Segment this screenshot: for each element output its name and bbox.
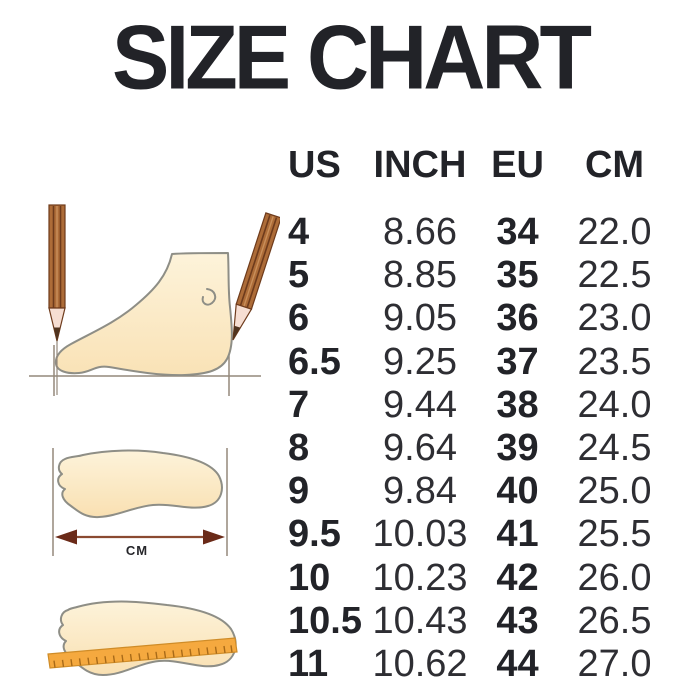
cm-size-cell: 24.0 bbox=[577, 383, 652, 426]
size-table-row: 10.5 10.43 43 26.5 bbox=[288, 600, 664, 643]
foot-side-with-pencils-illustration bbox=[29, 204, 280, 396]
footprint-length-arrow-illustration: CM bbox=[52, 448, 228, 558]
us-size-cell: 6.5 bbox=[288, 340, 341, 383]
cm-size-cell: 26.5 bbox=[577, 599, 652, 642]
size-table-header: US INCH EU CM bbox=[288, 140, 664, 211]
size-table-row: 6.5 9.25 37 23.5 bbox=[288, 341, 664, 384]
size-table-row: 8 9.64 39 24.5 bbox=[288, 427, 664, 470]
inch-size-cell: 9.64 bbox=[383, 426, 457, 469]
us-size-cell: 6 bbox=[288, 297, 310, 340]
eu-size-cell: 42 bbox=[496, 556, 539, 599]
pencil-right-icon bbox=[232, 212, 280, 341]
cm-size-cell: 27.0 bbox=[577, 642, 652, 685]
cm-size-cell: 25.0 bbox=[577, 470, 652, 513]
column-header-eu: EU bbox=[491, 144, 544, 186]
size-table-rows: 4 8.66 34 22.0 5 8.85 35 22.5 6 9.05 36 … bbox=[288, 211, 664, 686]
foot-side-shape bbox=[54, 252, 233, 377]
eu-size-cell: 36 bbox=[496, 297, 539, 340]
column-header-us: US bbox=[288, 144, 341, 186]
us-size-cell: 11 bbox=[288, 642, 329, 685]
eu-size-cell: 38 bbox=[496, 383, 539, 426]
inch-size-cell: 8.66 bbox=[383, 211, 457, 253]
cm-unit-label: CM bbox=[126, 543, 148, 558]
cm-size-cell: 23.0 bbox=[577, 297, 652, 340]
us-size-cell: 8 bbox=[288, 426, 310, 469]
ankle-mark bbox=[201, 288, 217, 306]
eu-size-cell: 43 bbox=[496, 599, 539, 642]
footprint-with-ruler-illustration bbox=[47, 600, 238, 676]
us-size-cell: 4 bbox=[288, 211, 310, 253]
cm-size-cell: 25.5 bbox=[577, 513, 652, 556]
inch-size-cell: 8.85 bbox=[383, 254, 457, 297]
us-size-cell: 9.5 bbox=[288, 513, 341, 556]
column-header-inch: INCH bbox=[373, 144, 467, 186]
size-table-row: 6 9.05 36 23.0 bbox=[288, 297, 664, 340]
footprint-shape bbox=[57, 449, 223, 519]
size-table: US INCH EU CM 4 8.66 34 22.0 5 8.85 35 2… bbox=[288, 140, 664, 686]
size-table-row: 9 9.84 40 25.0 bbox=[288, 470, 664, 513]
inch-size-cell: 10.43 bbox=[372, 599, 468, 642]
size-table-row: 7 9.44 38 24.0 bbox=[288, 384, 664, 427]
page-title: SIZE CHART bbox=[112, 6, 592, 109]
us-size-cell: 10.5 bbox=[288, 599, 362, 642]
eu-size-cell: 39 bbox=[496, 426, 539, 469]
size-table-row: 11 10.62 44 27.0 bbox=[288, 643, 664, 686]
eu-size-cell: 37 bbox=[496, 340, 539, 383]
measure-lines bbox=[52, 448, 228, 556]
inch-size-cell: 9.84 bbox=[383, 470, 457, 513]
inch-size-cell: 10.03 bbox=[372, 513, 468, 556]
inch-size-cell: 10.62 bbox=[372, 642, 468, 685]
size-table-row: 9.5 10.03 41 25.5 bbox=[288, 513, 664, 556]
us-size-cell: 5 bbox=[288, 254, 310, 297]
cm-size-cell: 23.5 bbox=[577, 340, 652, 383]
us-size-cell: 7 bbox=[288, 383, 310, 426]
size-table-row: 4 8.66 34 22.0 bbox=[288, 211, 664, 254]
eu-size-cell: 40 bbox=[496, 470, 539, 513]
eu-size-cell: 41 bbox=[496, 513, 539, 556]
us-size-cell: 9 bbox=[288, 470, 310, 513]
eu-size-cell: 44 bbox=[496, 642, 539, 685]
size-table-row: 10 10.23 42 26.0 bbox=[288, 557, 664, 600]
ruler-icon bbox=[47, 637, 238, 669]
length-arrow bbox=[55, 529, 225, 545]
inch-size-cell: 9.44 bbox=[383, 383, 457, 426]
cm-size-cell: 26.0 bbox=[577, 556, 652, 599]
cm-size-cell: 24.5 bbox=[577, 426, 652, 469]
cm-size-cell: 22.5 bbox=[577, 254, 652, 297]
inch-size-cell: 9.05 bbox=[383, 297, 457, 340]
inch-size-cell: 10.23 bbox=[372, 556, 468, 599]
inch-size-cell: 9.25 bbox=[383, 340, 457, 383]
size-table-row: 5 8.85 35 22.5 bbox=[288, 254, 664, 297]
us-size-cell: 10 bbox=[288, 556, 331, 599]
pencil-left-icon bbox=[48, 204, 66, 395]
eu-size-cell: 34 bbox=[496, 211, 539, 253]
cm-size-cell: 22.0 bbox=[577, 211, 652, 253]
column-header-cm: CM bbox=[584, 144, 645, 186]
eu-size-cell: 35 bbox=[496, 254, 539, 297]
